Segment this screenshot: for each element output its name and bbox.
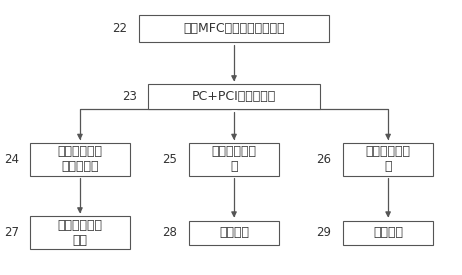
Text: 基于MFC的日人机交互界面: 基于MFC的日人机交互界面 <box>183 22 285 35</box>
Text: 旋转电机驱动
器: 旋转电机驱动 器 <box>365 145 411 173</box>
Text: 27: 27 <box>4 226 19 239</box>
Text: 伺服电机: 伺服电机 <box>219 226 249 239</box>
Text: 旋转电机: 旋转电机 <box>373 226 403 239</box>
FancyBboxPatch shape <box>343 143 433 176</box>
FancyBboxPatch shape <box>148 84 320 109</box>
Text: 29: 29 <box>316 226 331 239</box>
Text: 25: 25 <box>163 153 177 166</box>
Text: 28: 28 <box>163 226 177 239</box>
Text: 24: 24 <box>4 153 19 166</box>
Text: 直线模组步进
电机驱动器: 直线模组步进 电机驱动器 <box>57 145 103 173</box>
FancyBboxPatch shape <box>188 221 280 245</box>
FancyBboxPatch shape <box>188 143 280 176</box>
Text: 23: 23 <box>122 90 137 103</box>
Text: PC+PCI运动控制卡: PC+PCI运动控制卡 <box>192 90 276 103</box>
Text: 22: 22 <box>113 22 128 35</box>
FancyBboxPatch shape <box>343 221 433 245</box>
FancyBboxPatch shape <box>30 216 130 249</box>
FancyBboxPatch shape <box>139 15 329 42</box>
Text: 26: 26 <box>316 153 331 166</box>
FancyBboxPatch shape <box>30 143 130 176</box>
Text: 直线模组步进
电机: 直线模组步进 电机 <box>57 219 103 247</box>
Text: 伺服电机驱动
器: 伺服电机驱动 器 <box>212 145 256 173</box>
